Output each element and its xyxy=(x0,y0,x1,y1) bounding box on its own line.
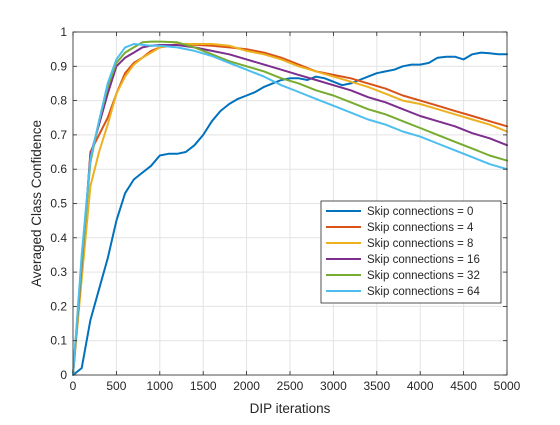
x-tick-label: 5000 xyxy=(494,379,521,393)
series-line-5 xyxy=(72,43,508,376)
series-line-4 xyxy=(72,40,508,376)
x-tick-label: 4000 xyxy=(407,379,434,393)
series-lines xyxy=(72,40,508,376)
y-axis-label: Averaged Class Confidence xyxy=(29,120,44,287)
x-tick-label: 2500 xyxy=(277,379,304,393)
y-tick-label: 0.6 xyxy=(50,162,67,176)
y-tick-label: 0 xyxy=(60,368,67,382)
legend-box xyxy=(320,200,502,304)
series-line-0 xyxy=(72,51,508,376)
legend-label-3: Skip connections = 16 xyxy=(367,254,480,266)
x-tick-label: 2000 xyxy=(233,379,260,393)
x-tick-label: 3000 xyxy=(320,379,347,393)
y-tick-label: 0.5 xyxy=(50,197,67,211)
legend-label-4: Skip connections = 32 xyxy=(367,270,480,282)
y-tick-label: 0.2 xyxy=(50,299,67,313)
x-axis-label: DIP iterations xyxy=(250,401,331,416)
series-line-2 xyxy=(72,43,508,376)
x-tick-label: 0 xyxy=(70,379,77,393)
y-tick-label: 0.7 xyxy=(50,128,67,142)
y-tick-label: 0.9 xyxy=(50,59,67,73)
x-tick-label: 1500 xyxy=(190,379,217,393)
legend-label-0: Skip connections = 0 xyxy=(367,206,473,218)
legend-label-2: Skip connections = 8 xyxy=(367,238,473,250)
series-line-3 xyxy=(72,44,508,376)
x-tick-label: 1000 xyxy=(146,379,173,393)
legend-label-1: Skip connections = 4 xyxy=(367,222,474,234)
y-tick-label: 0.8 xyxy=(50,94,67,108)
x-tick-label: 4500 xyxy=(450,379,477,393)
x-tick-label: 3500 xyxy=(363,379,390,393)
axis-ticks: 0 500 1000 1500 2000 2500 3000 3500 4000 4500 5000… xyxy=(50,25,520,393)
legend: Skip connections = 0 Skip connections = 4… xyxy=(320,200,502,304)
y-tick-label: 0.4 xyxy=(50,231,67,245)
y-tick-label: 1 xyxy=(60,25,67,39)
y-tick-label: 0.1 xyxy=(50,334,67,348)
y-tick-label: 0.3 xyxy=(50,265,67,279)
x-tick-label: 500 xyxy=(106,379,126,393)
legend-label-5: Skip connections = 64 xyxy=(367,286,480,298)
